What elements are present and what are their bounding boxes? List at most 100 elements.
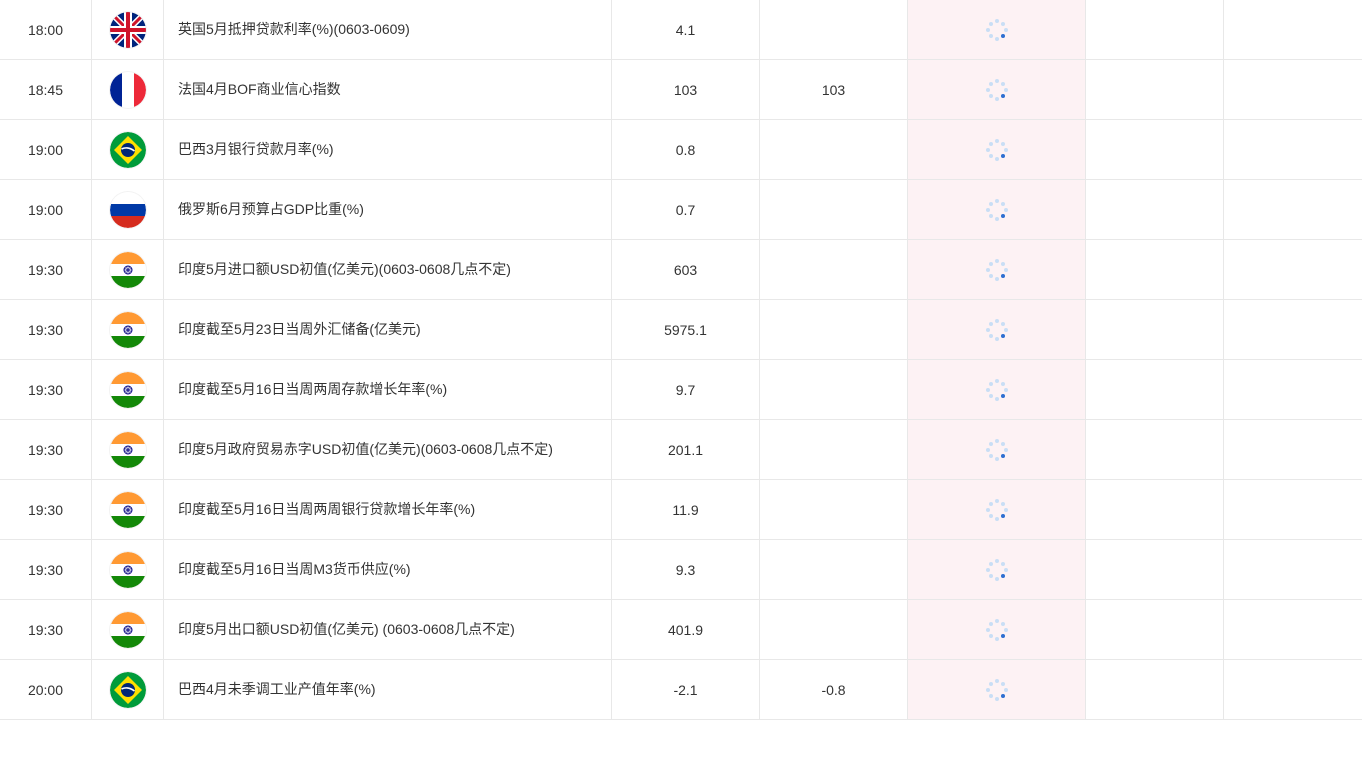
country-flag-icon [110, 252, 146, 288]
previous-value-cell: 401.9 [612, 600, 760, 659]
table-row[interactable]: 19:00巴西3月银行贷款月率(%)0.8 [0, 120, 1362, 180]
extra-cell-1 [1086, 480, 1224, 539]
extra-cell-2 [1224, 240, 1362, 299]
extra-cell-2 [1224, 300, 1362, 359]
previous-value: 9.3 [676, 562, 695, 578]
description-text: 印度5月政府贸易赤字USD初值(亿美元)(0603-0608几点不定) [178, 438, 553, 460]
impact-cell [908, 360, 1086, 419]
time-text: 19:30 [28, 622, 63, 638]
impact-cell [908, 180, 1086, 239]
extra-cell-2 [1224, 0, 1362, 59]
table-row[interactable]: 19:00 俄罗斯6月预算占GDP比重(%) 0.7 [0, 180, 1362, 240]
table-row[interactable]: 19:30 印度5月出口额USD初值(亿美元) (0603-0608几点不定) 40… [0, 600, 1362, 660]
extra-cell-2 [1224, 540, 1362, 599]
description-cell: 法国4月BOF商业信心指数 [164, 60, 612, 119]
description-text: 印度截至5月16日当周两周存款增长年率(%) [178, 378, 447, 400]
table-row[interactable]: 19:30印度截至5月23日当周外汇储备(亿美元)5975.1 [0, 300, 1362, 360]
table-row[interactable]: 18:45法国4月BOF商业信心指数103103 [0, 60, 1362, 120]
time-cell: 19:30 [0, 600, 92, 659]
extra-cell-1 [1086, 420, 1224, 479]
description-cell: 印度截至5月16日当周两周银行贷款增长年率(%) [164, 480, 612, 539]
time-text: 19:30 [28, 562, 63, 578]
previous-value: 0.7 [676, 202, 695, 218]
country-flag-icon [110, 552, 146, 588]
description-text: 英国5月抵押贷款利率(%)(0603-0609) [178, 18, 410, 40]
time-text: 18:00 [28, 22, 63, 38]
description-cell: 俄罗斯6月预算占GDP比重(%) [164, 180, 612, 239]
forecast-value-cell [760, 480, 908, 539]
table-row[interactable]: 19:30印度截至5月16日当周两周银行贷款增长年率(%)11.9 [0, 480, 1362, 540]
table-row[interactable]: 19:30印度5月进口额USD初值(亿美元)(0603-0608几点不定)603 [0, 240, 1362, 300]
time-cell: 19:00 [0, 120, 92, 179]
loading-spinner-icon [986, 679, 1008, 701]
extra-cell-1 [1086, 120, 1224, 179]
description-text: 巴西4月未季调工业产值年率(%) [178, 678, 376, 700]
previous-value-cell: 4.1 [612, 0, 760, 59]
time-cell: 19:30 [0, 420, 92, 479]
description-cell: 印度5月出口额USD初值(亿美元) (0603-0608几点不定) [164, 600, 612, 659]
loading-spinner-icon [986, 199, 1008, 221]
previous-value: -2.1 [673, 682, 697, 698]
extra-cell-1 [1086, 300, 1224, 359]
extra-cell-2 [1224, 120, 1362, 179]
flag-cell [92, 600, 164, 659]
previous-value-cell: 103 [612, 60, 760, 119]
time-cell: 19:00 [0, 180, 92, 239]
table-row[interactable]: 20:00巴西4月未季调工业产值年率(%)-2.1-0.8 [0, 660, 1362, 720]
time-text: 19:30 [28, 442, 63, 458]
flag-cell [92, 360, 164, 419]
country-flag-icon [110, 12, 146, 48]
impact-cell [908, 600, 1086, 659]
country-flag-icon [110, 132, 146, 168]
extra-cell-2 [1224, 180, 1362, 239]
loading-spinner-icon [986, 379, 1008, 401]
impact-cell [908, 120, 1086, 179]
extra-cell-2 [1224, 420, 1362, 479]
flag-cell [92, 240, 164, 299]
flag-cell [92, 0, 164, 59]
description-cell: 印度截至5月23日当周外汇储备(亿美元) [164, 300, 612, 359]
previous-value: 9.7 [676, 382, 695, 398]
country-flag-icon [110, 672, 146, 708]
forecast-value-cell [760, 420, 908, 479]
loading-spinner-icon [986, 619, 1008, 641]
table-row[interactable]: 19:30 印度截至5月16日当周两周存款增长年率(%) 9.7 [0, 360, 1362, 420]
impact-cell [908, 540, 1086, 599]
table-row[interactable]: 18:00 英国5月抵押贷款利率(%)(0603-0609) 4.1 [0, 0, 1362, 60]
description-text: 印度5月进口额USD初值(亿美元)(0603-0608几点不定) [178, 258, 511, 280]
loading-spinner-icon [986, 139, 1008, 161]
country-flag-icon [110, 192, 146, 228]
loading-spinner-icon [986, 559, 1008, 581]
time-cell: 19:30 [0, 480, 92, 539]
flag-cell [92, 420, 164, 479]
extra-cell-1 [1086, 60, 1224, 119]
country-flag-icon [110, 492, 146, 528]
description-text: 俄罗斯6月预算占GDP比重(%) [178, 198, 364, 220]
previous-value: 103 [674, 82, 697, 98]
impact-cell [908, 240, 1086, 299]
time-text: 19:30 [28, 262, 63, 278]
time-text: 18:45 [28, 82, 63, 98]
previous-value-cell: 5975.1 [612, 300, 760, 359]
time-text: 19:30 [28, 382, 63, 398]
impact-cell [908, 60, 1086, 119]
description-text: 印度截至5月16日当周两周银行贷款增长年率(%) [178, 498, 475, 520]
forecast-value: -0.8 [821, 682, 845, 698]
previous-value: 401.9 [668, 622, 703, 638]
previous-value: 5975.1 [664, 322, 707, 338]
loading-spinner-icon [986, 319, 1008, 341]
extra-cell-1 [1086, 660, 1224, 719]
description-text: 印度截至5月16日当周M3货币供应(%) [178, 558, 411, 580]
country-flag-icon [110, 612, 146, 648]
previous-value-cell: 0.8 [612, 120, 760, 179]
extra-cell-1 [1086, 540, 1224, 599]
previous-value-cell: 9.3 [612, 540, 760, 599]
previous-value: 4.1 [676, 22, 695, 38]
table-row[interactable]: 19:30 印度截至5月16日当周M3货币供应(%) 9.3 [0, 540, 1362, 600]
description-cell: 印度5月政府贸易赤字USD初值(亿美元)(0603-0608几点不定) [164, 420, 612, 479]
economic-calendar-table: 18:00 英国5月抵押贷款利率(%)(0603-0609) 4.1 18:45 法国4… [0, 0, 1362, 720]
description-cell: 巴西4月未季调工业产值年率(%) [164, 660, 612, 719]
table-row[interactable]: 19:30 印度5月政府贸易赤字USD初值(亿美元)(0603-0608几点不定)… [0, 420, 1362, 480]
impact-cell [908, 0, 1086, 59]
forecast-value-cell [760, 360, 908, 419]
